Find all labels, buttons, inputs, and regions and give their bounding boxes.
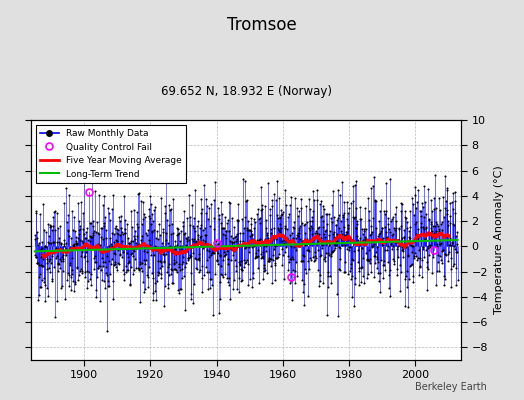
Text: Berkeley Earth: Berkeley Earth	[416, 382, 487, 392]
Legend: Raw Monthly Data, Quality Control Fail, Five Year Moving Average, Long-Term Tren: Raw Monthly Data, Quality Control Fail, …	[36, 124, 186, 183]
Y-axis label: Temperature Anomaly (°C): Temperature Anomaly (°C)	[494, 166, 504, 314]
Text: Tromsoe: Tromsoe	[227, 16, 297, 34]
Title: 69.652 N, 18.932 E (Norway): 69.652 N, 18.932 E (Norway)	[161, 85, 332, 98]
